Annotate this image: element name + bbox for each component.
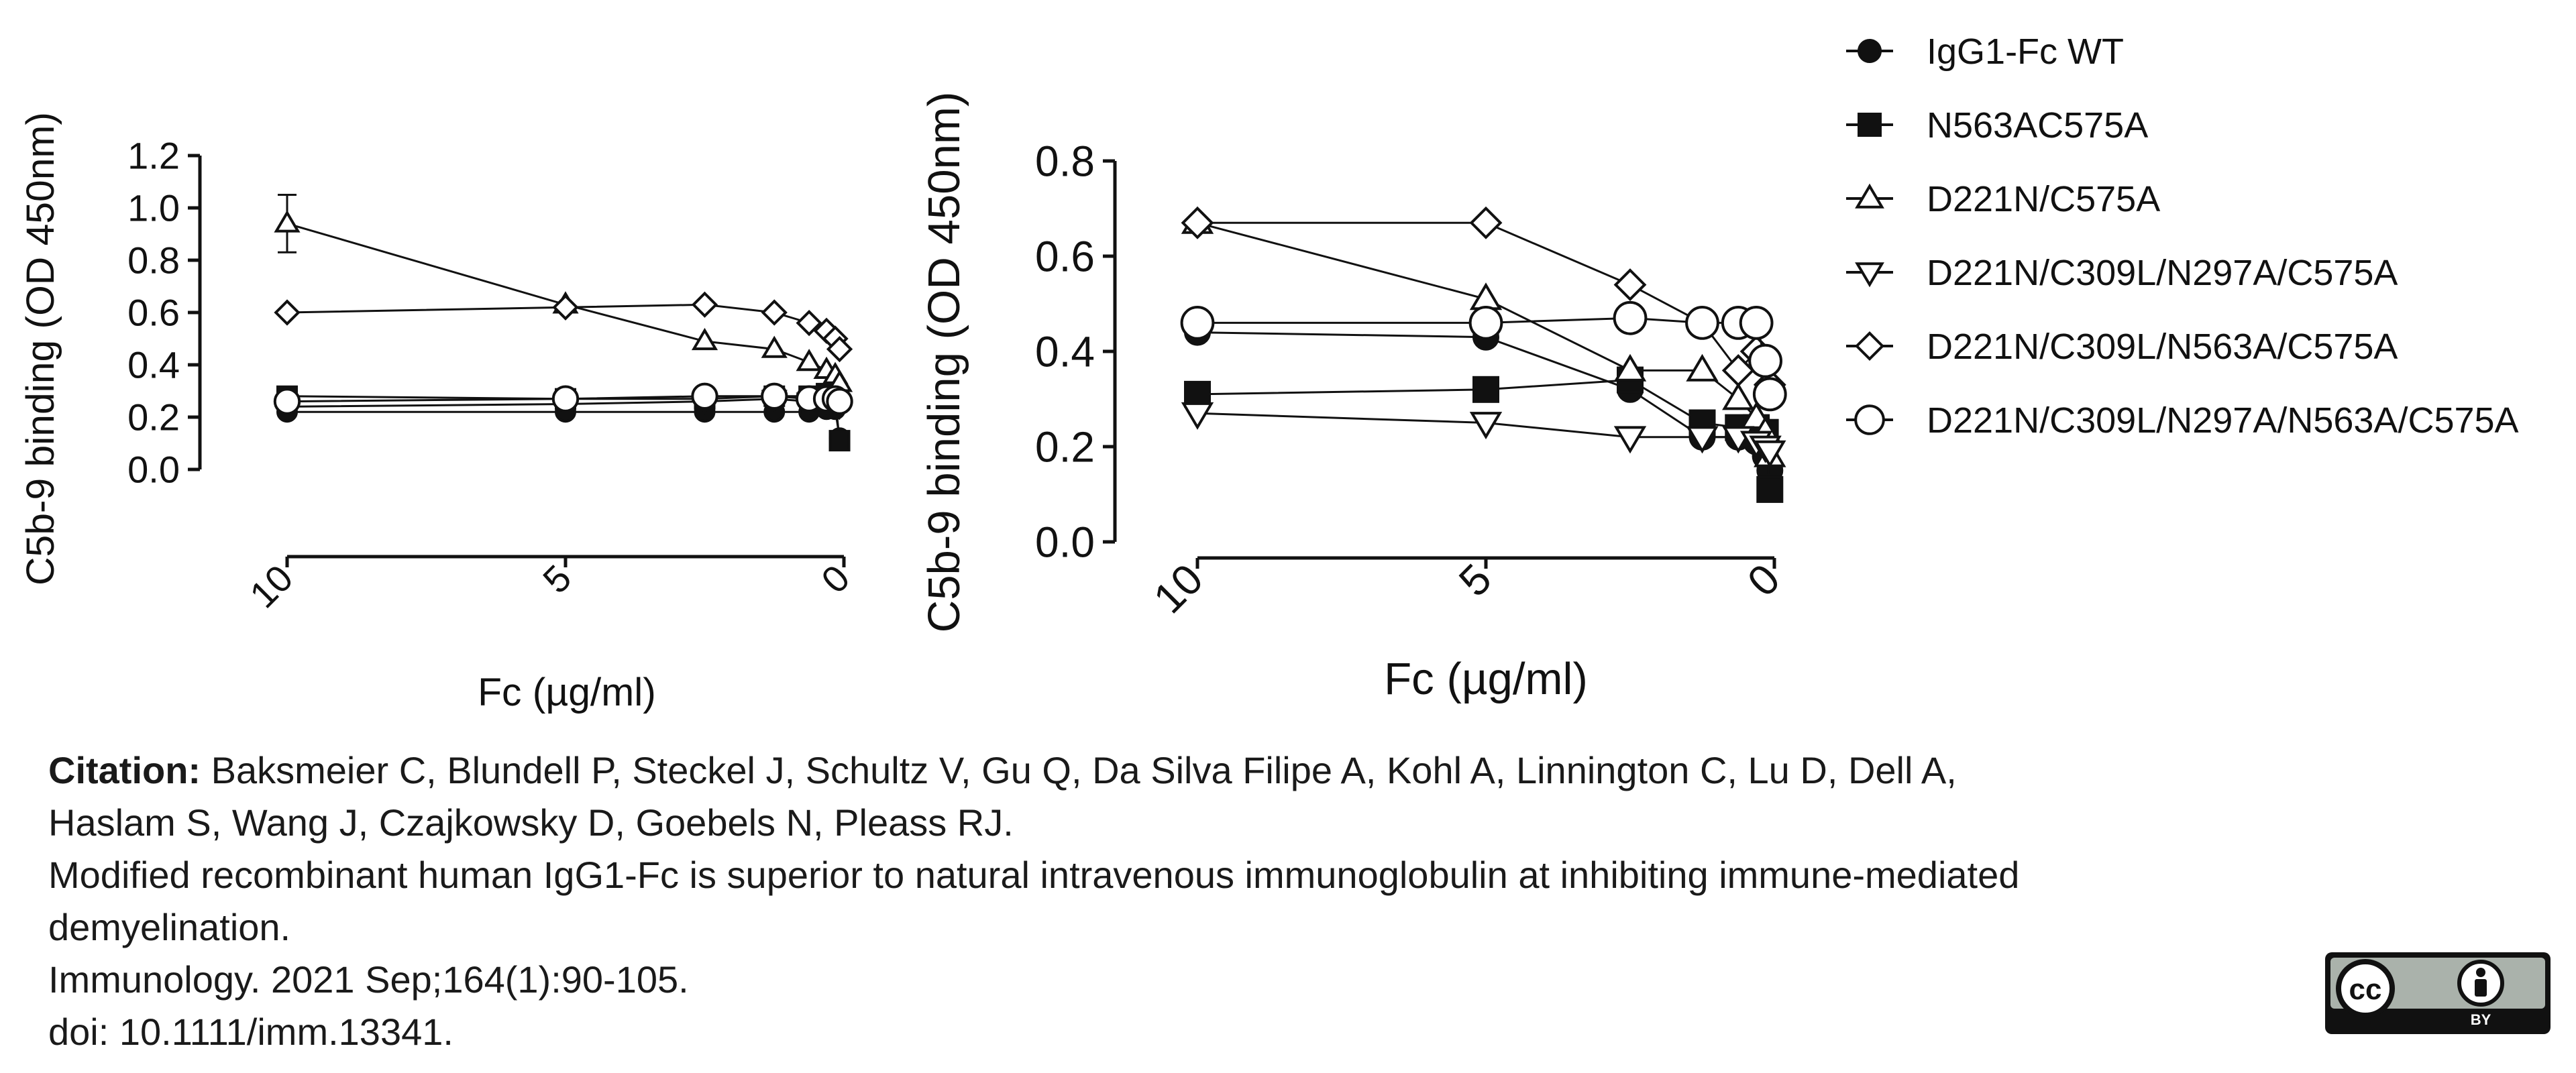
y-tick-label: 0.8 xyxy=(127,239,180,282)
legend-label: D221N/C575A xyxy=(1927,179,2160,219)
legend-item-6: D221N/C309L/N297A/N563A/C575A xyxy=(1846,400,2519,441)
legend-item-4: D221N/C309L/N297A/C575A xyxy=(1846,253,2398,293)
legend: IgG1-Fc WT N563AC575A D221N/C575A D221N/C30… xyxy=(1846,32,2519,441)
data-point xyxy=(1739,306,1774,340)
x-tick-label: 5 xyxy=(1450,555,1501,606)
legend-label: D221N/C309L/N297A/N563A/C575A xyxy=(1927,400,2519,441)
data-point xyxy=(1469,412,1503,440)
data-point xyxy=(1613,426,1647,454)
data-point xyxy=(1686,353,1719,382)
data-point xyxy=(273,388,301,415)
citation-title: Modified recombinant human IgG1-Fc is su… xyxy=(48,854,2020,896)
data-point xyxy=(274,299,301,326)
data-point xyxy=(1613,353,1647,382)
legend-item-5: D221N/C309L/N563A/C575A xyxy=(1846,327,2398,367)
series-3 xyxy=(274,194,853,392)
data-point xyxy=(551,385,580,412)
legend-item-2: N563AC575A xyxy=(1846,105,2148,146)
y-tick-label: 0.6 xyxy=(1035,232,1095,280)
figure: 0.0 0.2 0.4 0.6 0.8 1.0 1.2 10 5 0 Fc (µg/ml) C5b-9… xyxy=(19,32,2519,714)
data-point xyxy=(1756,475,1784,503)
legend-marker xyxy=(1858,39,1882,63)
citation-authors-line: Citation: Baksmeier C, Blundell P, Steck… xyxy=(48,744,2329,797)
data-point xyxy=(274,210,301,233)
legend-item-3: D221N/C575A xyxy=(1846,179,2160,219)
citation-authors-continued: Haslam S, Wang J, Czajkowsky D, Goebels … xyxy=(48,801,1014,844)
legend-label: D221N/C309L/N563A/C575A xyxy=(1927,327,2398,367)
series-4 xyxy=(1181,402,1786,468)
x-tick-label: 0 xyxy=(1738,555,1789,606)
data-point xyxy=(1685,306,1719,340)
data-point xyxy=(1472,376,1499,403)
series-6 xyxy=(1180,300,1787,412)
x-axis-title: Fc (µg/ml) xyxy=(1384,654,1588,704)
data-point xyxy=(826,388,853,415)
legend-item-1: IgG1-Fc WT xyxy=(1846,32,2124,72)
citation-journal: Immunology. 2021 Sep;164(1):90-105. xyxy=(48,958,689,1001)
legend-label: IgG1-Fc WT xyxy=(1927,32,2124,72)
series-5 xyxy=(274,291,853,363)
y-axis-title: C5b-9 binding (OD 450nm) xyxy=(19,112,62,585)
data-point xyxy=(796,349,822,372)
y-tick-label: 1.0 xyxy=(127,187,180,229)
y-axis-title: C5b-9 binding (OD 450nm) xyxy=(919,92,969,633)
data-point xyxy=(761,335,788,358)
data-point xyxy=(1722,382,1755,410)
citation-authors: Baksmeier C, Blundell P, Steckel J, Schu… xyxy=(211,749,1957,791)
data-point xyxy=(1754,440,1786,468)
chart-left: 0.0 0.2 0.4 0.6 0.8 1.0 1.2 10 5 0 Fc (µg/ml) C5b-9… xyxy=(19,112,857,714)
data-point xyxy=(691,291,718,318)
data-point xyxy=(552,294,579,321)
citation-doi: doi: 10.1111/imm.13341. xyxy=(48,1011,453,1053)
x-tick-label: 10 xyxy=(1144,555,1212,622)
chart-right: 0.0 0.2 0.4 0.6 0.8 10 5 0 Fc (µg/ml) C5b-9 bindi… xyxy=(919,92,1789,704)
citation-title-continued: demyelination. xyxy=(48,906,291,948)
legend-marker xyxy=(1858,113,1882,137)
legend-marker xyxy=(1855,262,1884,288)
data-point xyxy=(761,382,788,410)
data-point xyxy=(1468,306,1503,340)
cc-by-license-badge: cc BY xyxy=(2325,952,2551,1034)
y-tick-label: 0.4 xyxy=(1035,327,1095,376)
y-tick-label: 0.2 xyxy=(1035,422,1095,471)
series-6 xyxy=(273,382,853,415)
citation: Citation: Baksmeier C, Blundell P, Steck… xyxy=(48,744,2329,1058)
y-tick-label: 0.0 xyxy=(1035,518,1095,566)
data-point xyxy=(1180,306,1215,340)
data-point xyxy=(826,335,853,363)
x-axis-title: Fc (µg/ml) xyxy=(478,671,656,714)
data-point xyxy=(1752,377,1787,412)
y-tick-label: 0.4 xyxy=(127,344,180,386)
x-tick-label: 0 xyxy=(813,557,858,602)
data-point xyxy=(1181,402,1214,430)
data-point xyxy=(1613,268,1647,302)
y-tick-label: 0.2 xyxy=(127,396,180,439)
legend-marker xyxy=(1854,331,1885,361)
cc-icon xyxy=(2336,959,2395,1018)
legend-marker xyxy=(1854,404,1885,435)
data-point xyxy=(1686,426,1719,454)
y-tick-label: 0.0 xyxy=(127,449,180,491)
x-tick-label: 10 xyxy=(241,557,301,616)
citation-label: Citation: xyxy=(48,749,201,791)
legend-marker xyxy=(1855,183,1884,209)
data-point xyxy=(691,382,718,410)
data-point xyxy=(691,327,718,351)
y-tick-label: 1.2 xyxy=(127,135,180,177)
data-point xyxy=(796,309,822,337)
legend-label: D221N/C309L/N297A/C575A xyxy=(1927,253,2398,293)
data-point xyxy=(1469,206,1503,239)
y-tick-label: 0.6 xyxy=(127,292,180,334)
data-point xyxy=(1181,206,1214,239)
y-tick-label: 0.8 xyxy=(1035,137,1095,185)
by-text: BY xyxy=(2471,1011,2491,1028)
legend-label: N563AC575A xyxy=(1927,105,2148,146)
data-point xyxy=(1613,300,1648,335)
data-point xyxy=(1721,353,1755,387)
cc-text: cc xyxy=(2349,973,2382,1006)
x-tick-label: 5 xyxy=(535,557,580,602)
data-point xyxy=(828,430,851,452)
data-point xyxy=(1748,343,1782,378)
data-point xyxy=(761,299,788,326)
